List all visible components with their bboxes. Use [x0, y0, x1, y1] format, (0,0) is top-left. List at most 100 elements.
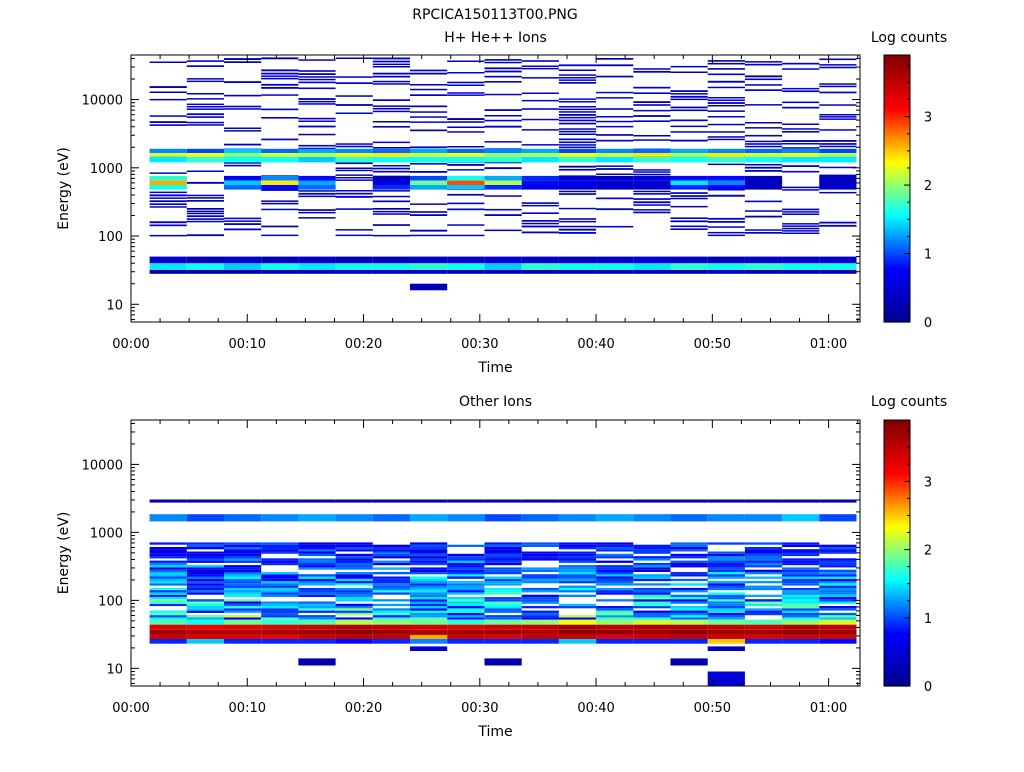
- colorbar-swatch: [884, 570, 910, 574]
- heatmap-cell: [707, 569, 745, 572]
- heatmap-cell: [596, 180, 634, 185]
- heatmap-cell: [372, 190, 410, 192]
- heatmap-cell: [410, 146, 448, 149]
- heatmap-cell: [372, 213, 410, 215]
- heatmap-cell: [447, 581, 485, 584]
- heatmap-cell: [521, 60, 559, 62]
- heatmap-cell: [707, 102, 745, 104]
- colorbar-swatch: [884, 152, 910, 156]
- heatmap-cell: [186, 617, 224, 620]
- colorbar-swatch: [884, 621, 910, 625]
- heatmap-cell: [372, 224, 410, 226]
- heatmap-cell: [335, 619, 373, 625]
- colorbar-swatch: [884, 632, 910, 636]
- heatmap-cell: [335, 549, 373, 552]
- heatmap-cell: [335, 629, 373, 635]
- colorbar-swatch: [884, 208, 910, 212]
- heatmap-cell: [782, 225, 820, 227]
- heatmap-cell: [596, 629, 634, 635]
- heatmap-cell: [372, 556, 410, 559]
- heatmap-cell: [782, 551, 820, 554]
- colorbar-tick-label: 0: [924, 316, 932, 331]
- heatmap-cell: [298, 180, 336, 185]
- colorbar-swatch: [884, 177, 910, 181]
- heatmap-cell: [782, 101, 820, 104]
- heatmap-cell: [558, 567, 597, 570]
- heatmap-cell: [670, 205, 708, 208]
- heatmap-cell: [670, 131, 708, 133]
- heatmap-cell: [224, 560, 262, 563]
- heatmap-cell: [335, 597, 373, 600]
- heatmap-cell: [596, 592, 634, 595]
- heatmap-cell: [782, 232, 820, 234]
- colorbar-swatch: [884, 439, 910, 443]
- colorbar-swatch: [884, 464, 910, 468]
- heatmap-cell: [596, 225, 634, 228]
- heatmap-cell: [149, 578, 187, 582]
- heatmap-cell: [596, 587, 634, 591]
- heatmap-cell: [744, 585, 783, 588]
- heatmap-cell: [819, 224, 857, 227]
- heatmap-cell: [633, 583, 671, 586]
- heatmap-cell: [484, 549, 522, 552]
- heatmap-cell: [782, 143, 820, 145]
- heatmap-cell: [596, 578, 634, 582]
- heatmap-cell: [298, 59, 336, 61]
- heatmap-cell: [447, 574, 485, 577]
- heatmap-cell: [484, 269, 522, 274]
- heatmap-cell: [670, 617, 708, 620]
- colorbar-swatch: [884, 313, 910, 316]
- heatmap-cell: [410, 594, 448, 597]
- colorbar-swatch: [884, 490, 910, 494]
- heatmap-cell: [186, 547, 224, 550]
- heatmap-cell: [558, 168, 597, 171]
- heatmap-cell: [261, 544, 299, 547]
- heatmap-cell: [484, 601, 522, 604]
- heatmap-cell: [707, 567, 745, 570]
- heatmap-cell: [596, 572, 634, 575]
- heatmap-cell: [596, 565, 634, 568]
- heatmap-cell: [298, 209, 336, 211]
- colorbar-swatch: [884, 544, 910, 547]
- colorbar-swatch: [884, 448, 910, 452]
- colorbar-swatch: [884, 504, 910, 508]
- colorbar-swatch: [884, 510, 910, 514]
- heatmap-cell: [558, 130, 597, 133]
- heatmap-cell: [670, 185, 708, 190]
- heatmap-cell: [707, 80, 745, 83]
- heatmap-cell: [410, 185, 448, 190]
- colorbar-swatch: [884, 612, 910, 616]
- heatmap-cell: [633, 190, 671, 193]
- heatmap-cell: [782, 639, 820, 644]
- heatmap-cell: [149, 634, 187, 639]
- heatmap-cell: [447, 94, 485, 96]
- colorbar-swatch: [884, 268, 910, 272]
- heatmap-cell: [298, 551, 336, 554]
- heatmap-cell: [633, 169, 671, 171]
- heatmap-cell: [782, 156, 820, 163]
- heatmap-cell: [149, 610, 187, 613]
- heatmap-cell: [298, 558, 336, 561]
- colorbar-swatch: [884, 462, 910, 465]
- colorbar-tick-label: 1: [924, 248, 932, 263]
- heatmap-cell: [372, 560, 410, 563]
- heatmap-cell: [782, 62, 820, 65]
- heatmap-cell: [744, 122, 783, 124]
- heatmap-cell: [819, 64, 857, 66]
- heatmap-cell: [484, 70, 522, 73]
- heatmap-cell: [707, 615, 745, 618]
- heatmap-cell: [447, 126, 485, 128]
- heatmap-cell: [558, 69, 597, 71]
- heatmap-cell: [149, 91, 187, 93]
- heatmap-cell: [819, 175, 857, 181]
- heatmap-cell: [670, 578, 708, 582]
- panel-title: H+ He++ Ions: [444, 30, 547, 46]
- heatmap-cell: [558, 165, 597, 168]
- colorbar-swatch: [884, 479, 910, 483]
- heatmap-cell: [186, 560, 224, 563]
- heatmap-cell: [149, 221, 187, 224]
- heatmap-cell: [298, 574, 336, 577]
- colorbar-swatch: [884, 428, 910, 432]
- heatmap-cell: [149, 590, 187, 593]
- heatmap-cells: [149, 57, 857, 291]
